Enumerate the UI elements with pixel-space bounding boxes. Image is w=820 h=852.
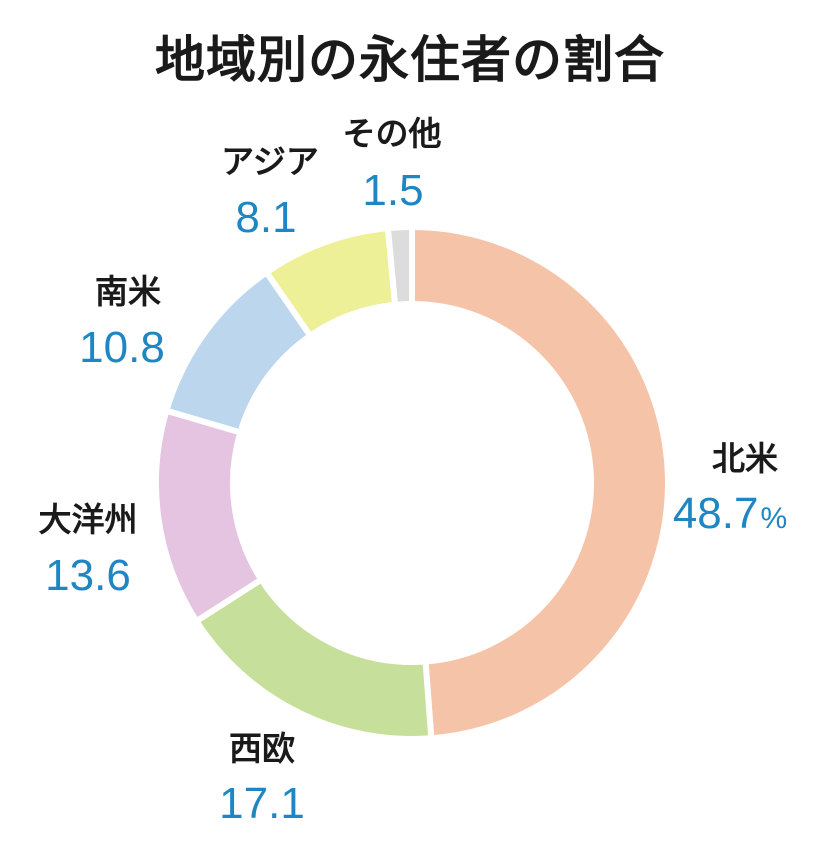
slice-value-label: 17.1 — [219, 779, 305, 828]
donut-slices — [153, 223, 671, 742]
slice-value-label: 13.6 — [45, 551, 131, 600]
slice-category-label: 西欧 — [229, 729, 295, 768]
slice-value-label: 8.1 — [235, 193, 296, 242]
slice-category-label: 大洋州 — [39, 500, 138, 539]
donut-slice — [409, 223, 671, 742]
slice-category-label: 南米 — [95, 272, 161, 311]
chart-title: 地域別の永住者の割合 — [155, 31, 665, 89]
slice-category-label: その他 — [343, 114, 442, 153]
donut-slice — [384, 223, 415, 309]
slice-value-label: 48.7% — [673, 489, 787, 538]
slice-labels: 北米 48.7% 西欧 17.1 大洋州 13.6 南米 10.8 アジア 8.1 その他 1.5 — [39, 114, 788, 828]
unit-label: % — [760, 502, 787, 535]
slice-category-label: アジア — [221, 142, 319, 181]
slice-category-label: 北米 — [712, 439, 778, 478]
donut-slice — [192, 575, 435, 742]
slice-value-label: 10.8 — [79, 323, 165, 372]
donut-slice — [153, 406, 266, 626]
slice-value-label: 1.5 — [362, 166, 423, 215]
